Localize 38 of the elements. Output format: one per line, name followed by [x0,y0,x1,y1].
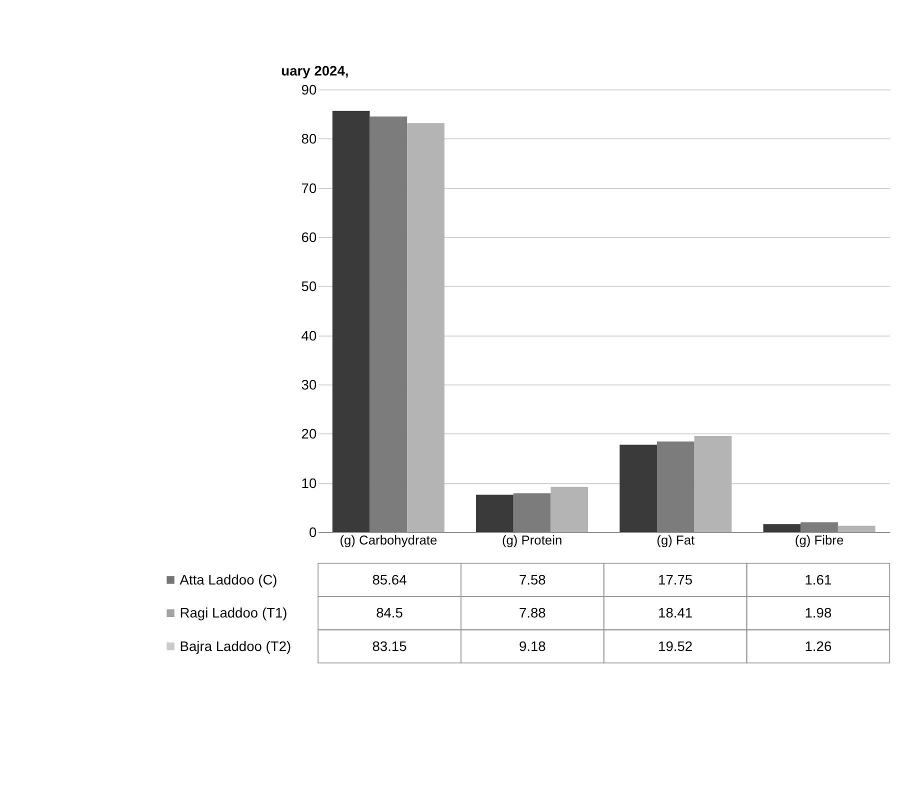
y-tick-label: 80 [301,130,317,147]
bar [694,436,732,532]
data-label: 17.75 [658,572,693,588]
data-label: 84.5 [376,604,404,621]
data-label: 18.41 [658,604,693,621]
legend-label: Bajra Laddoo (T2) [180,638,292,654]
x-tick-label: (g) Fat [656,532,696,548]
bar [550,486,588,532]
data-label: 7.58 [518,572,546,588]
y-tick-label: 50 [301,278,317,294]
bar [407,123,444,532]
data-label: 1.98 [804,604,832,621]
text: uary 2024, [281,62,349,79]
bar [332,110,370,532]
data-label: 85.64 [372,572,408,588]
legend-label: Ragi Laddoo (T1) [180,604,288,621]
data-label: 7.88 [518,604,546,621]
data-label: 19.52 [658,638,693,654]
x-tick-label: (g) Carbohydrate [340,532,438,548]
y-tick-label: 70 [301,180,317,196]
bar [838,526,876,532]
legend-label: Atta Laddoo (C) [180,572,278,588]
data-label: 9.18 [518,638,546,654]
data-label: 83.15 [372,638,408,654]
data-label: 1.26 [804,638,832,654]
x-tick-label: (g) Fibre [794,532,844,548]
bar [763,524,801,532]
bar [620,444,657,532]
y-tick-label: 60 [301,229,317,246]
bar [476,494,514,532]
data-label: 1.61 [804,572,832,588]
y-tick-label: 20 [301,426,317,442]
y-tick-label: 30 [301,376,317,393]
x-tick-label: (g) Protein [502,532,562,548]
y-tick-label: 90 [301,82,317,98]
y-tick-label: 10 [301,474,317,491]
y-tick-label: 0 [308,524,317,540]
y-tick-label: 40 [301,327,317,344]
